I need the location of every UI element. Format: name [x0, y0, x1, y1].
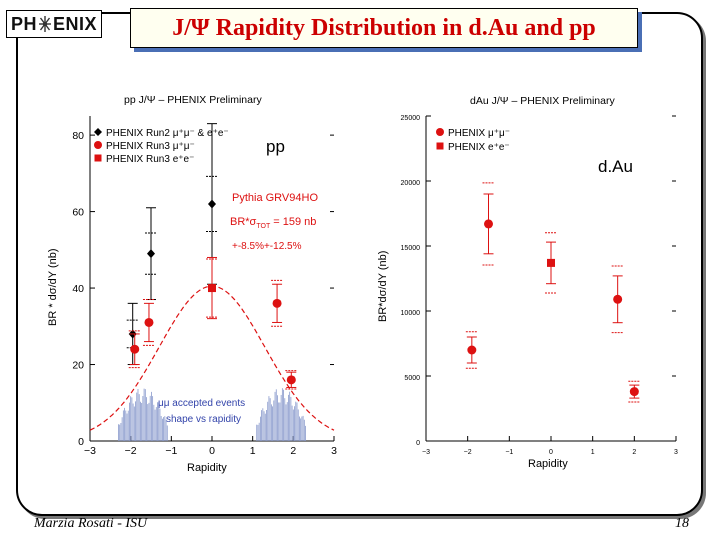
pp-y-label: BR * dσ/dY (nb) [47, 248, 59, 326]
phenix-star-icon [39, 16, 51, 32]
pp-x-tick-label: 1 [250, 445, 256, 457]
dau-legend-2: PHENIX e⁺e⁻ [448, 142, 510, 153]
pp-x-tick-label: −2 [125, 445, 137, 457]
data-point-circle [286, 375, 296, 385]
data-point-circle [467, 345, 477, 355]
dau-chart: dAu J/Ψ – PHENIX Preliminary d.Au −3 −2 −1… [377, 95, 679, 470]
pp-model-label: Pythia GRV94HO [232, 192, 318, 204]
dau-ticks: −3 −2 −1 0 1 2 3 0 5000 10000 15000 20000 25000 [401, 115, 679, 456]
data-point-circle [484, 219, 493, 229]
pp-y-tick-label: 40 [72, 283, 84, 295]
pp-legend-1: PHENIX Run2 μ⁺μ⁻ & e⁺e⁻ [106, 128, 229, 139]
dau-x-tick-label: −1 [505, 449, 513, 456]
pp-chart: pp J/Ψ – PHENIX Preliminary pp −3 −2 −1 0 1 2… [47, 94, 337, 474]
pp-chart-title: pp J/Ψ – PHENIX Preliminary [124, 94, 262, 106]
data-point-square [208, 284, 216, 293]
legend-square-marker [94, 154, 102, 162]
pp-points [126, 123, 298, 390]
dau-y-label: BR*dσ/dY (nb) [377, 251, 389, 322]
dau-chart-title: dAu J/Ψ – PHENIX Preliminary [470, 95, 615, 107]
pp-y-tick-label: 0 [78, 436, 84, 448]
data-point-circle [144, 317, 154, 327]
pp-legend-2: PHENIX Run3 μ⁺μ⁻ [106, 141, 195, 152]
dau-x-label: Rapidity [528, 458, 568, 470]
data-point-diamond [147, 249, 155, 259]
pp-histogram [118, 388, 306, 441]
pp-ticks: −3 −2 −1 0 1 2 3 0 20 40 60 80 [72, 130, 337, 457]
dau-legend: PHENIX μ⁺μ⁻ PHENIX e⁺e⁻ [436, 128, 510, 153]
page-number: 18 [675, 516, 689, 531]
dau-x-tick-label: 3 [674, 449, 678, 456]
dau-x-tick-label: −2 [464, 449, 472, 456]
data-point-diamond [208, 199, 216, 209]
logo-text-right: ENIX [53, 13, 98, 34]
legend-square-marker [436, 142, 444, 150]
pp-y-tick-label: 60 [72, 207, 84, 219]
pp-x-tick-label: 0 [209, 445, 215, 457]
pp-x-tick-label: −1 [165, 445, 177, 457]
logo-text-left: PH [10, 13, 37, 34]
phenix-logo: PH ENIX [6, 10, 102, 38]
dau-points [465, 182, 641, 403]
pp-legend: PHENIX Run2 μ⁺μ⁻ & e⁺e⁻ PHENIX Run3 μ⁺μ⁻… [94, 128, 229, 165]
dau-x-tick-label: 1 [591, 449, 595, 456]
dau-x-tick-label: 2 [632, 449, 636, 456]
pp-legend-3: PHENIX Run3 e⁺e⁻ [106, 154, 194, 165]
pp-x-label: Rapidity [187, 462, 227, 474]
dau-legend-1: PHENIX μ⁺μ⁻ [448, 128, 510, 139]
data-point-circle [629, 387, 639, 397]
pp-x-tick-label: 2 [290, 445, 296, 457]
data-point-circle [272, 298, 282, 308]
dau-y-tick-label: 20000 [401, 180, 421, 187]
dau-y-tick-label: 15000 [401, 245, 421, 252]
pp-annotations: Pythia GRV94HO BR*σTOT = 159 nb +-8.5%+-… [158, 192, 318, 425]
footer-author: Marzia Rosati - ISU [34, 516, 148, 531]
pp-x-tick-label: 3 [331, 445, 337, 457]
title-box: J/Ψ Rapidity Distribution in d.Au and pp [130, 8, 638, 48]
pp-y-tick-label: 80 [72, 130, 84, 142]
dau-y-tick-label: 10000 [401, 310, 421, 317]
pp-x-tick-label: −3 [84, 445, 96, 457]
data-point-circle [613, 294, 623, 304]
legend-circle-marker [94, 141, 102, 149]
pp-sigma-label: BR*σTOT = 159 nb [230, 216, 316, 230]
dau-y-tick-label: 25000 [401, 115, 421, 122]
data-point-circle [130, 344, 140, 354]
dau-panel-label: d.Au [598, 157, 633, 176]
legend-diamond-marker [94, 128, 102, 136]
data-point-square [547, 258, 555, 267]
dau-x-tick-label: −3 [422, 449, 430, 456]
dau-y-tick-label: 5000 [404, 375, 420, 382]
pp-hist-label-2: shape vs rapidity [166, 414, 241, 425]
pp-range-label: +-8.5%+-12.5% [232, 241, 302, 252]
slide-title: J/Ψ Rapidity Distribution in d.Au and pp [172, 14, 596, 41]
dau-x-tick-label: 0 [549, 449, 553, 456]
pp-panel-label: pp [266, 137, 285, 156]
legend-circle-marker [436, 128, 444, 136]
dau-y-tick-label: 0 [416, 440, 420, 447]
pp-y-tick-label: 20 [72, 360, 84, 372]
pp-hist-label-1: μμ accepted events [158, 398, 245, 409]
